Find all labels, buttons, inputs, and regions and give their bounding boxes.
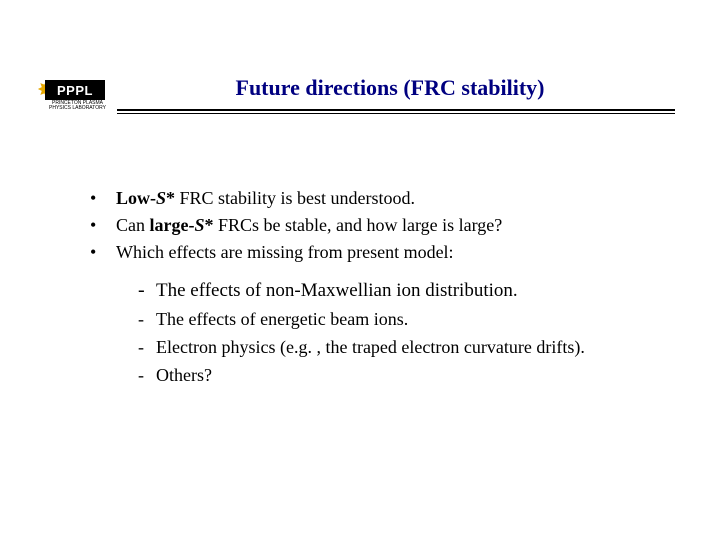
bullet-text: Low-S* FRC stability is best understood. (116, 185, 415, 212)
sub-bullet-marker: - (138, 306, 156, 334)
bullet-text: Can large-S* FRCs be stable, and how lar… (116, 212, 502, 239)
bullet-item: • Low-S* FRC stability is best understoo… (86, 185, 670, 212)
bullet-marker: • (86, 239, 116, 266)
bullet-marker: • (86, 212, 116, 239)
sub-bullet-item: - Electron physics (e.g. , the traped el… (138, 334, 670, 362)
logo-text: PPPL (57, 83, 93, 98)
sub-bullet-text: Electron physics (e.g. , the traped elec… (156, 334, 585, 362)
sub-bullet-marker: - (138, 362, 156, 390)
sub-bullet-list: - The effects of non-Maxwellian ion dist… (138, 274, 670, 390)
pppl-logo: ✸ PPPL PRINCETON PLASMA PHYSICS LABORATO… (45, 80, 110, 112)
sub-bullet-text: The effects of energetic beam ions. (156, 306, 408, 334)
logo-subtitle: PRINCETON PLASMA PHYSICS LABORATORY (45, 101, 110, 111)
sub-bullet-item: - Others? (138, 362, 670, 390)
bullet-marker: • (86, 185, 116, 212)
sub-bullet-text: The effects of non-Maxwellian ion distri… (156, 276, 518, 306)
bullet-item: • Can large-S* FRCs be stable, and how l… (86, 212, 670, 239)
bullet-text: Which effects are missing from present m… (116, 239, 454, 266)
sub-bullet-text: Others? (156, 362, 212, 390)
main-bullet-list: • Low-S* FRC stability is best understoo… (86, 185, 670, 266)
content-area: • Low-S* FRC stability is best understoo… (86, 185, 670, 390)
sub-bullet-item: - The effects of energetic beam ions. (138, 306, 670, 334)
sub-bullet-marker: - (138, 334, 156, 362)
title-divider (117, 109, 675, 113)
sub-bullet-item: - The effects of non-Maxwellian ion dist… (138, 274, 670, 306)
slide-title: Future directions (FRC stability) (105, 75, 675, 101)
logo-background: PPPL (45, 80, 105, 100)
sub-bullet-marker: - (138, 274, 156, 306)
header: ✸ PPPL PRINCETON PLASMA PHYSICS LABORATO… (45, 75, 675, 113)
bullet-item: • Which effects are missing from present… (86, 239, 670, 266)
